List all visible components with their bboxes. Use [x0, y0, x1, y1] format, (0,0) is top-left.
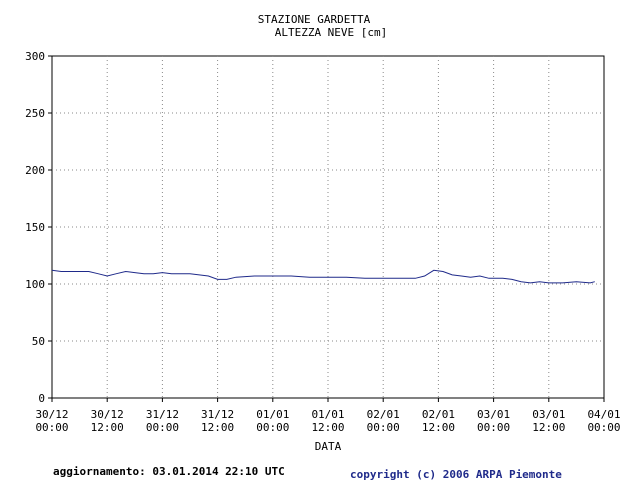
last-update-label: aggiornamento: 03.01.2014 22:10 UTC: [53, 465, 285, 478]
y-axis: 0 50 100 150 200 250 300: [25, 50, 52, 405]
x-tick-time-label: 00:00: [587, 421, 620, 434]
snow-depth-line: [51, 269, 595, 284]
x-tick-date-label: 01/01: [311, 408, 344, 421]
chart-subtitle: ALTEZZA NEVE [cm]: [275, 26, 388, 39]
x-tick-time-label: 12:00: [91, 421, 124, 434]
x-tick-time-label: 12:00: [201, 421, 234, 434]
y-tick-label: 50: [32, 335, 45, 348]
y-tick-label: 150: [25, 221, 45, 234]
x-tick-time-label: 12:00: [532, 421, 565, 434]
x-tick-time-label: 00:00: [256, 421, 289, 434]
x-tick-time-label: 00:00: [477, 421, 510, 434]
x-tick-time-label: 00:00: [367, 421, 400, 434]
y-tick-label: 200: [25, 164, 45, 177]
x-tick-time-label: 12:00: [422, 421, 455, 434]
x-axis-label: DATA: [315, 440, 342, 453]
copyright-label: copyright (c) 2006 ARPA Piemonte: [350, 468, 562, 481]
x-tick-date-label: 03/01: [532, 408, 565, 421]
x-tick-date-label: 04/01: [587, 408, 620, 421]
x-tick-date-label: 02/01: [422, 408, 455, 421]
chart-title: STAZIONE GARDETTA: [258, 13, 371, 26]
x-tick-date-label: 02/01: [367, 408, 400, 421]
series-layer: [51, 269, 595, 284]
x-axis: 30/1200:0030/1212:0031/1200:0031/1212:00…: [35, 398, 621, 434]
grid-layer: [52, 56, 604, 398]
x-tick-date-label: 31/12: [146, 408, 179, 421]
x-tick-date-label: 31/12: [201, 408, 234, 421]
y-tick-label: 250: [25, 107, 45, 120]
x-tick-date-label: 01/01: [256, 408, 289, 421]
y-tick-label: 0: [38, 392, 45, 405]
y-tick-label: 100: [25, 278, 45, 291]
x-tick-time-label: 00:00: [146, 421, 179, 434]
x-tick-time-label: 12:00: [311, 421, 344, 434]
y-tick-label: 300: [25, 50, 45, 63]
x-tick-date-label: 03/01: [477, 408, 510, 421]
x-tick-date-label: 30/12: [35, 408, 68, 421]
x-tick-time-label: 00:00: [35, 421, 68, 434]
x-tick-date-label: 30/12: [91, 408, 124, 421]
